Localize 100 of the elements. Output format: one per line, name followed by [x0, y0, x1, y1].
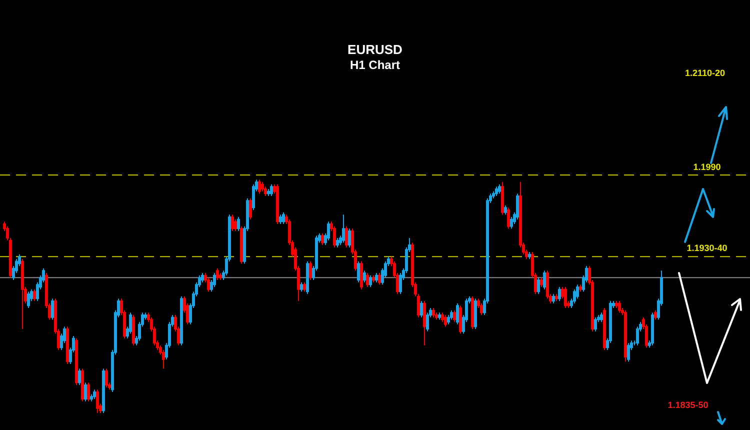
- candlestick: [603, 308, 606, 350]
- candlestick: [426, 312, 429, 332]
- candlestick: [333, 226, 336, 248]
- candlestick: [624, 310, 627, 362]
- candlestick: [51, 298, 54, 320]
- candlestick: [537, 277, 540, 294]
- candlestick: [555, 294, 558, 302]
- candlestick: [270, 184, 273, 196]
- candlestick: [459, 305, 462, 334]
- candlestick: [240, 226, 243, 264]
- candlestick: [456, 302, 459, 325]
- candlestick: [552, 294, 555, 304]
- candlestick: [357, 260, 360, 283]
- candlestick: [636, 326, 639, 346]
- candlestick: [261, 182, 264, 192]
- chart-title: EURUSD: [348, 42, 402, 57]
- candlestick: [219, 272, 222, 280]
- candlestick: [399, 272, 402, 294]
- candlestick: [438, 312, 441, 320]
- candlestick: [372, 274, 375, 283]
- candlestick: [573, 288, 576, 304]
- candlestick: [444, 314, 447, 328]
- candlestick: [336, 238, 339, 248]
- candlestick: [96, 389, 99, 414]
- text: 1.2110-20: [684, 68, 726, 78]
- candlestick: [441, 312, 444, 322]
- candlestick: [495, 186, 498, 196]
- candlestick: [300, 282, 303, 292]
- candlestick: [93, 389, 96, 400]
- candlestick: [501, 182, 504, 216]
- candlestick: [558, 286, 561, 302]
- candlestick: [282, 212, 285, 224]
- candlestick: [303, 282, 306, 292]
- candlestick: [231, 214, 234, 232]
- text: 1.1990: [693, 162, 721, 172]
- text: 1.1835-50: [668, 400, 708, 410]
- candlestick: [345, 226, 348, 248]
- candlestick: [201, 272, 204, 283]
- candlestick: [90, 394, 93, 402]
- candlestick: [180, 296, 183, 346]
- candlestick: [342, 214, 345, 244]
- candlestick: [237, 216, 240, 232]
- candlestick: [546, 270, 549, 300]
- candlestick: [516, 193, 519, 220]
- candlestick: [348, 228, 351, 248]
- candlestick: [651, 312, 654, 346]
- candlestick: [363, 270, 366, 283]
- candlestick: [600, 312, 603, 322]
- candlestick: [507, 207, 510, 230]
- candlestick: [543, 270, 546, 290]
- candlestick: [306, 260, 309, 294]
- candlestick: [435, 312, 438, 320]
- candlestick: [366, 272, 369, 288]
- candlestick: [450, 310, 453, 320]
- candlestick: [27, 291, 30, 308]
- candlestick: [249, 198, 252, 220]
- candlestick: [264, 186, 267, 196]
- candlestick: [420, 300, 423, 318]
- candlestick: [87, 382, 90, 402]
- candlestick: [474, 298, 477, 330]
- candlestick: [423, 300, 426, 346]
- candlestick: [276, 184, 279, 224]
- candlestick: [267, 188, 270, 196]
- candlestick: [216, 268, 219, 280]
- candlestick: [279, 214, 282, 224]
- candlestick: [321, 232, 324, 246]
- candlestick: [564, 286, 567, 308]
- candlestick: [75, 338, 78, 386]
- candlestick: [84, 382, 87, 402]
- candlestick: [492, 190, 495, 199]
- candlestick: [375, 272, 378, 283]
- candlestick: [360, 260, 363, 290]
- candlestick: [207, 277, 210, 292]
- candlestick: [504, 204, 507, 216]
- candlestick: [480, 302, 483, 316]
- chart-subtitle: H1 Chart: [350, 58, 400, 72]
- candlestick: [447, 314, 450, 325]
- candlestick: [129, 312, 132, 334]
- candlestick: [21, 258, 24, 330]
- candlestick: [105, 368, 108, 388]
- candlestick: [81, 368, 84, 402]
- candlestick: [453, 310, 456, 322]
- candlestick: [510, 216, 513, 230]
- candlestick: [132, 314, 135, 346]
- candlestick: [615, 300, 618, 308]
- candlestick: [234, 218, 237, 232]
- candlestick: [540, 277, 543, 288]
- candlestick: [432, 308, 435, 318]
- candlestick: [471, 296, 474, 330]
- candlestick: [576, 284, 579, 300]
- candlestick: [378, 272, 381, 286]
- candlestick: [309, 260, 312, 280]
- candlestick: [33, 288, 36, 302]
- candlestick: [498, 184, 501, 194]
- candlestick: [78, 368, 81, 386]
- candlestick: [327, 221, 330, 241]
- candlestick: [102, 368, 105, 414]
- candlestick: [66, 326, 69, 364]
- text: 1.1930-40: [686, 243, 728, 253]
- candlestick: [528, 252, 531, 260]
